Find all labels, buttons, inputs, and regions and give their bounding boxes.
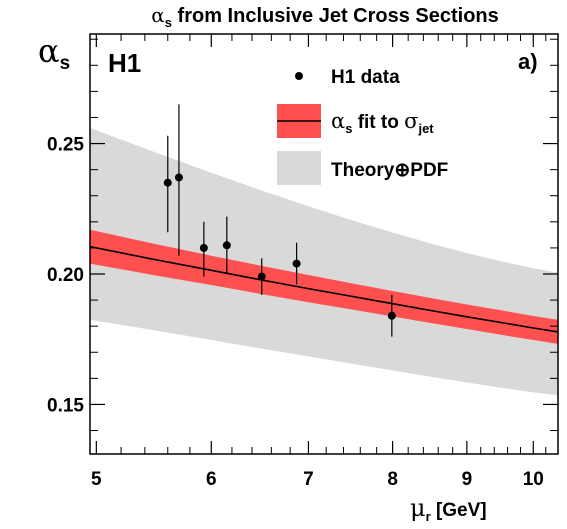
h1-data-point — [163, 178, 172, 187]
h1-data-point — [292, 259, 301, 268]
y-tick-label: 0.20 — [47, 265, 84, 286]
title-alpha-sub: s — [165, 15, 172, 30]
panel-label: a) — [518, 49, 538, 74]
title-rest: from Inclusive Jet Cross Sections — [172, 5, 499, 27]
legend-label-fit-mid: fit to — [352, 112, 404, 133]
x-axis-label-unit: [GeV] — [431, 500, 487, 521]
theory-pdf-band — [90, 127, 558, 396]
y-axis-label-main: α — [38, 32, 60, 70]
h1-data-point — [174, 173, 183, 182]
y-tick-label: 0.25 — [47, 135, 84, 156]
legend: H1 data αs fit to σjet Theory⊕PDF — [277, 67, 448, 185]
plot-frame — [89, 33, 559, 455]
x-tick-label: 10 — [523, 469, 544, 490]
x-tick-label: 6 — [206, 469, 217, 490]
x-tick-label: 8 — [387, 469, 398, 490]
alpha-s-fit-band — [90, 229, 558, 344]
experiment-label: H1 — [108, 48, 141, 78]
legend-label-fit-s: s — [345, 121, 352, 136]
y-axis-label: αs — [38, 32, 70, 74]
legend-label-theory: Theory⊕PDF — [331, 160, 448, 181]
x-axis-label-r: r — [426, 509, 431, 524]
h1-data-point — [199, 243, 208, 252]
y-axis-label-sub: s — [60, 53, 71, 74]
title-alpha: α — [151, 3, 165, 27]
h1-data-point — [387, 311, 396, 320]
y-tick-label: 0.15 — [47, 395, 84, 416]
plot-area: 5 6 7 8 9 10 0.15 0.20 0.25 — [47, 33, 559, 490]
alpha-s-fit-line — [89, 245, 559, 333]
legend-label-fit: αs fit to σjet — [331, 109, 434, 136]
h1-data-point — [257, 272, 266, 281]
legend-label-fit-jet: jet — [417, 121, 434, 136]
legend-label-fit-alpha: α — [331, 109, 345, 133]
x-tick-label: 7 — [303, 469, 314, 490]
x-tick-label: 5 — [91, 469, 102, 490]
x-tick-label: 9 — [462, 469, 473, 490]
x-axis-label-mu: μ — [410, 494, 426, 522]
legend-swatch-theory-band — [277, 151, 321, 185]
legend-label-fit-sigma: σ — [404, 109, 418, 133]
legend-marker-h1-data — [295, 72, 303, 80]
h1-data-point — [222, 241, 231, 250]
x-axis-label: μr [GeV] — [410, 494, 487, 524]
chart-title: αs from Inclusive Jet Cross Sections — [151, 3, 499, 30]
legend-label-h1-data: H1 data — [331, 67, 400, 88]
